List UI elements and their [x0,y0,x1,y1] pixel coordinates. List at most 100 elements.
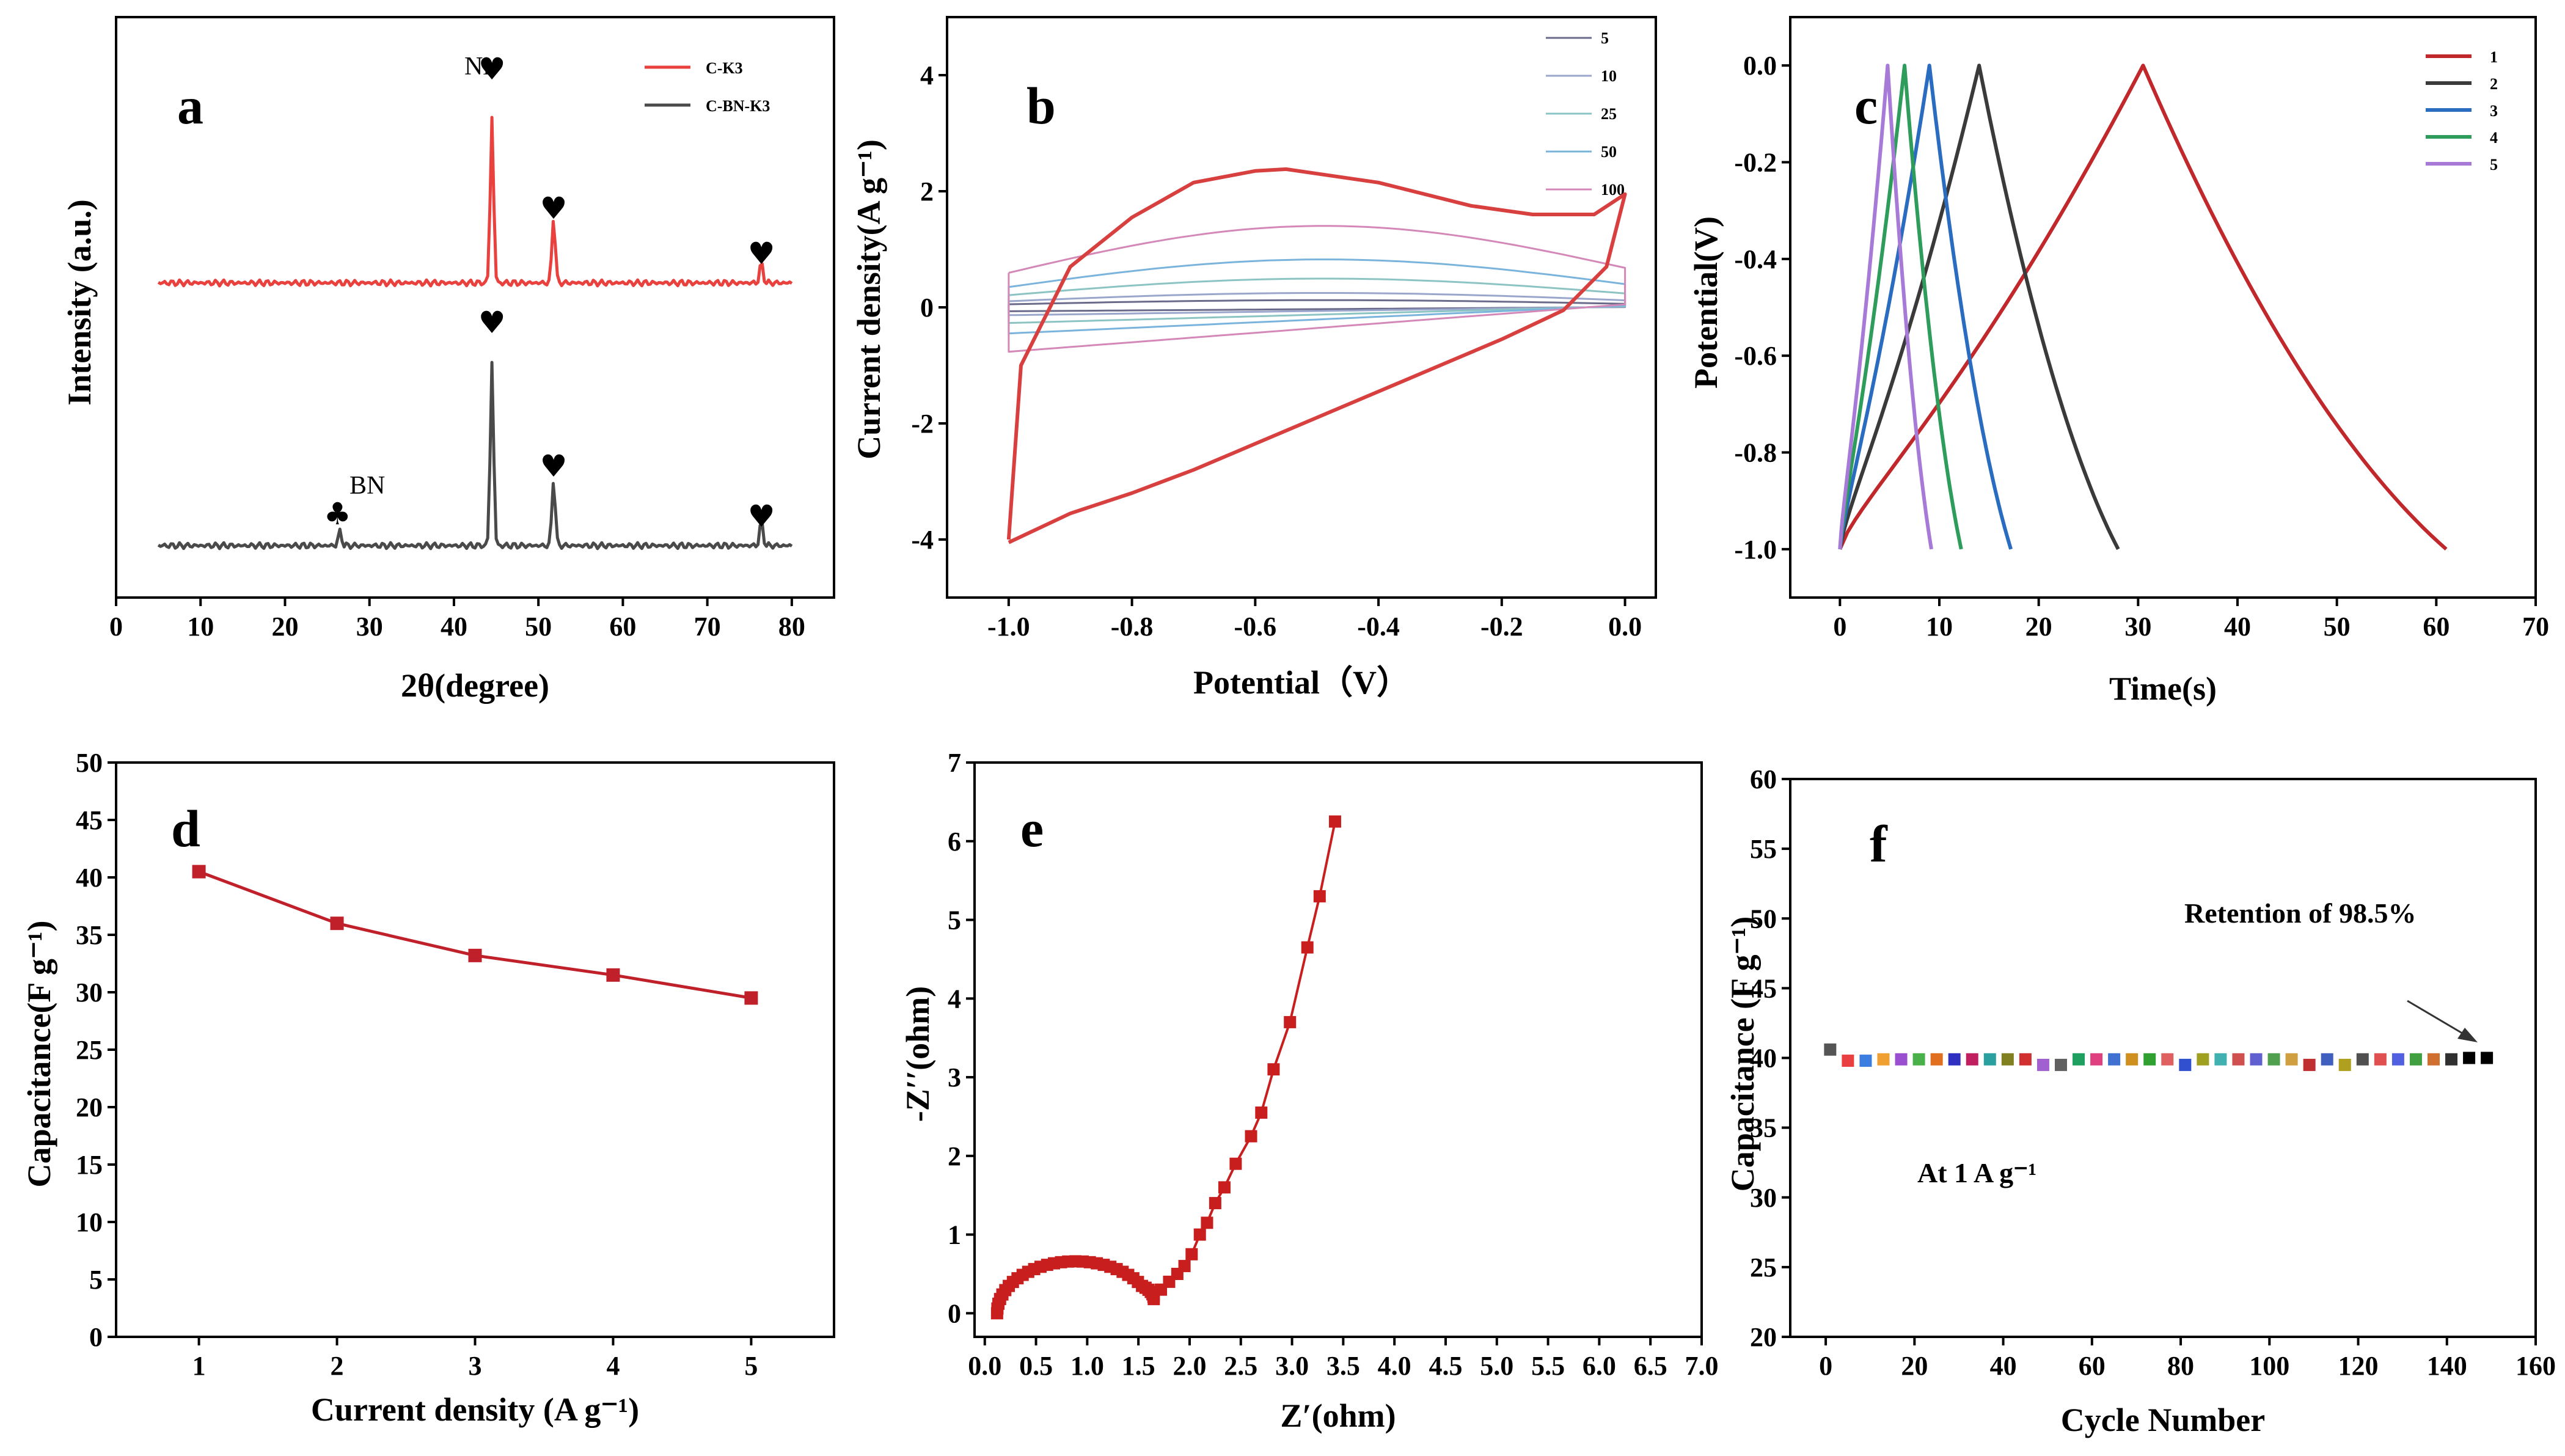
panel-f-point [1877,1053,1890,1066]
panel-d-y-tick-label: 20 [76,1092,103,1122]
panel-d-x-label: Current density (A g⁻¹) [311,1391,639,1428]
panel-d-point [192,865,206,879]
panel-f-y-tick-label: 25 [1750,1253,1777,1282]
panel-f-x-tick-label: 80 [2167,1351,2194,1381]
panel-a-ni-marker: ♥ [540,448,568,484]
panel-a-frame [115,16,835,599]
panel-f-point [2108,1053,2121,1066]
panel-e-frame [973,761,1703,1338]
panel-f-point [2143,1053,2156,1066]
panel-a-ni-marker: ♥ [478,305,506,340]
panel-c-x-tick-label: 70 [2522,612,2549,642]
panel-f-point [2019,1053,2032,1066]
panel-d-y-tick-label: 35 [76,920,103,950]
panel-f-point [2090,1053,2103,1066]
panel-d-x-tick-label: 5 [744,1351,758,1381]
panel-f-point [2445,1053,2458,1066]
panel-a-ni-marker: ♥ [748,236,775,271]
panel-a-ni-marker: ♥ [748,499,775,534]
panel-c-x-tick-label: 10 [1926,612,1953,642]
panel-a-x-label: 2θ(degree) [401,667,549,704]
panel-f-point [1912,1053,1925,1066]
panel-f-point [1930,1053,1943,1066]
panel-a-x-tick-label: 30 [356,612,383,642]
panel-c-series-4 [1838,64,1963,550]
panel-d-y-label: Capacitance(F g⁻¹) [21,920,57,1187]
panel-f-point [2356,1053,2369,1066]
panel-c-frame [1789,16,2537,599]
panel-b-x-tick-label: -0.8 [1111,612,1154,642]
panel-f-x-tick-label: 60 [2079,1351,2106,1381]
panel-f-point [1948,1053,1961,1066]
panel-c-x-tick-label: 20 [2025,612,2052,642]
panel-e-point [1245,1130,1257,1143]
panel-d-y-tick-label: 0 [89,1322,103,1352]
panel-e-x-tick-label: 5.5 [1531,1351,1565,1381]
panel-d-y-tick-label: 5 [89,1265,103,1295]
panel-e-point [1284,1015,1297,1028]
panel-e-point [1229,1157,1242,1170]
panel-f-point [2463,1052,2476,1064]
panel-a-x-tick-label: 80 [778,612,805,642]
panel-a-x-tick-label: 40 [441,612,467,642]
panel-e-y-tick-label: 6 [948,827,961,857]
panel-a-ni-marker: ♥ [478,51,506,87]
panel-e-x-tick-label: 6.5 [1634,1351,1667,1381]
panel-f-point [2285,1053,2298,1066]
panel-f-y-tick-label: 35 [1750,1113,1777,1143]
panel-b-y-tick-label: -2 [911,409,934,439]
panel-e-point [1201,1216,1213,1229]
panel-f-point [2161,1053,2174,1066]
panel-b: -1.0 -0.8 -0.6 -0.4 -0.2 0.0 -4 -2 0 2 4 Potential（… [851,16,1657,701]
panel-f-x-tick-label: 20 [1901,1351,1928,1381]
panel-e: 0.0 0.5 1.0 1.5 2.0 2.5 3.0 3.5 4.0 4.5 5.0 5.5 6.0 6… [899,748,1719,1434]
panel-e-point [1218,1181,1231,1194]
panel-b-y-tick-label: -4 [911,525,934,555]
panel-d-frame [115,761,835,1338]
panel-c-x-tick-label: 50 [2324,612,2351,642]
panel-e-x-tick-label: 4.5 [1429,1351,1462,1381]
panel-b-x-tick-label: -0.6 [1234,612,1277,642]
panel-f-point [2126,1053,2139,1066]
panel-b-legend-label: 5 [1601,29,1609,47]
panel-b-x-tick-label: -0.2 [1480,612,1523,642]
panel-e-x-tick-label: 3.5 [1326,1351,1360,1381]
panel-b-letter: b [1026,76,1056,135]
panel-b-y-tick-label: 4 [920,60,934,90]
panel-e-x-tick-label: 6.0 [1583,1351,1616,1381]
panel-a-ni-label: Ni [464,53,490,81]
panel-b-legend-label: 10 [1601,67,1617,85]
panel-c-y-tick-label: -0.6 [1734,341,1777,371]
panel-e-point [1185,1248,1198,1260]
panel-b-legend-label: 50 [1601,143,1617,161]
panel-f-point [2232,1053,2245,1066]
panel-e-x-tick-label: 7.0 [1685,1351,1719,1381]
panel-b-x-tick-label: -0.4 [1357,612,1400,642]
panel-a-x-tick-label: 20 [271,612,298,642]
panel-b-y-tick-label: 2 [920,177,934,207]
panel-c-y-tick-label: -1.0 [1734,535,1777,565]
panel-f-y-label: Capacitance (F g⁻¹) [1724,916,1761,1192]
panel-f-point [2179,1058,2192,1071]
panel-c-series-3 [1838,64,2013,550]
panel-f-y-tick-label: 40 [1750,1044,1777,1074]
panel-c-x-label: Time(s) [2109,670,2217,707]
panel-a-x-tick-label: 50 [525,612,552,642]
panel-d-y-tick-label: 15 [76,1150,103,1180]
panel-d-series-line [198,870,752,1000]
panel-f-y-tick-label: 50 [1750,904,1777,934]
panel-b-series-main [1006,167,1627,544]
panel-a-x-tick-label: 70 [694,612,721,642]
panel-f-point [1824,1043,1837,1056]
panel-f-x-tick-label: 120 [2338,1351,2379,1381]
panel-d-letter: d [171,799,200,858]
panel-e-x-tick-label: 2.0 [1173,1351,1206,1381]
panel-b-legend-label: 25 [1601,105,1617,123]
panel-e-y-tick-label: 2 [948,1141,961,1171]
panel-a-series-C-K3 [157,115,793,288]
panel-f-point [2036,1058,2049,1071]
panel-e-letter: e [1020,799,1044,858]
panel-d-y-tick-label: 10 [76,1207,103,1237]
